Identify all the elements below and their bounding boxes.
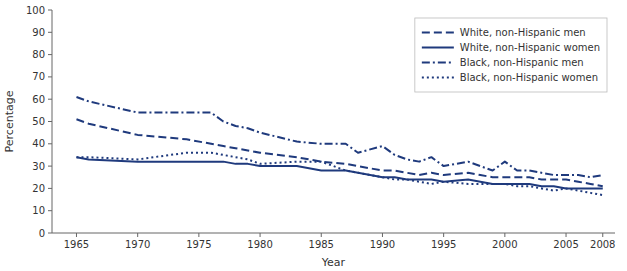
y-tick [48, 188, 52, 189]
y-tick [48, 121, 52, 122]
x-tick-label: 1985 [309, 239, 334, 250]
y-tick [48, 76, 52, 77]
x-tick-label: 1970 [125, 239, 150, 250]
legend-swatch [422, 32, 454, 34]
legend-label: White, non-Hispanic men [460, 27, 586, 38]
x-tick-label: 1980 [247, 239, 272, 250]
x-tick [198, 233, 199, 237]
x-tick [76, 233, 77, 237]
y-tick [48, 210, 52, 211]
x-axis-line [52, 233, 615, 234]
series-line [76, 97, 602, 177]
series-line [76, 157, 602, 188]
x-tick-label: 1990 [370, 239, 395, 250]
x-tick [602, 233, 603, 237]
x-tick-label: 2008 [590, 239, 615, 250]
y-tick-label: 70 [32, 71, 45, 82]
x-tick [321, 233, 322, 237]
legend-label: Black, non-Hispanic men [460, 57, 584, 68]
y-tick-label: 40 [32, 138, 45, 149]
y-tick-label: 100 [26, 5, 45, 16]
y-tick-label: 30 [32, 161, 45, 172]
x-tick [566, 233, 567, 237]
y-tick [48, 233, 52, 234]
x-tick-label: 1965 [64, 239, 89, 250]
legend-swatch [422, 62, 454, 64]
x-tick [504, 233, 505, 237]
x-tick [382, 233, 383, 237]
x-tick-label: 2000 [492, 239, 517, 250]
y-tick [48, 99, 52, 100]
y-tick-label: 0 [39, 228, 45, 239]
legend-swatch [422, 47, 454, 49]
y-tick [48, 143, 52, 144]
y-tick [48, 32, 52, 33]
y-tick-label: 10 [32, 205, 45, 216]
x-tick [260, 233, 261, 237]
x-axis-label: Year [321, 256, 346, 269]
legend-swatch [422, 77, 454, 79]
series-line [76, 153, 602, 195]
x-tick-label: 2005 [553, 239, 578, 250]
page: {"chart_data": { "type": "line", "xlabel… [0, 0, 627, 271]
x-tick-label: 1975 [186, 239, 211, 250]
chart: 1965197019751980198519901995200020052008… [0, 0, 627, 271]
y-tick-label: 60 [32, 94, 45, 105]
legend-label: White, non-Hispanic women [460, 42, 600, 53]
lines [76, 97, 602, 195]
legend-frame [415, 18, 607, 92]
y-tick-label: 90 [32, 27, 45, 38]
y-tick-label: 50 [32, 116, 45, 127]
x-tick [443, 233, 444, 237]
x-tick-label: 1995 [431, 239, 456, 250]
series-line [76, 119, 602, 186]
y-axis-label: Percentage [3, 90, 16, 152]
y-tick [48, 54, 52, 55]
y-tick [48, 166, 52, 167]
legend: White, non-Hispanic men White, non-Hispan… [415, 18, 607, 92]
y-tick-label: 20 [32, 183, 45, 194]
axes: 1965197019751980198519901995200020052008… [26, 5, 616, 251]
legend-label: Black, non-Hispanic women [460, 72, 598, 83]
y-tick-label: 80 [32, 49, 45, 60]
x-tick [137, 233, 138, 237]
y-tick [48, 10, 52, 11]
